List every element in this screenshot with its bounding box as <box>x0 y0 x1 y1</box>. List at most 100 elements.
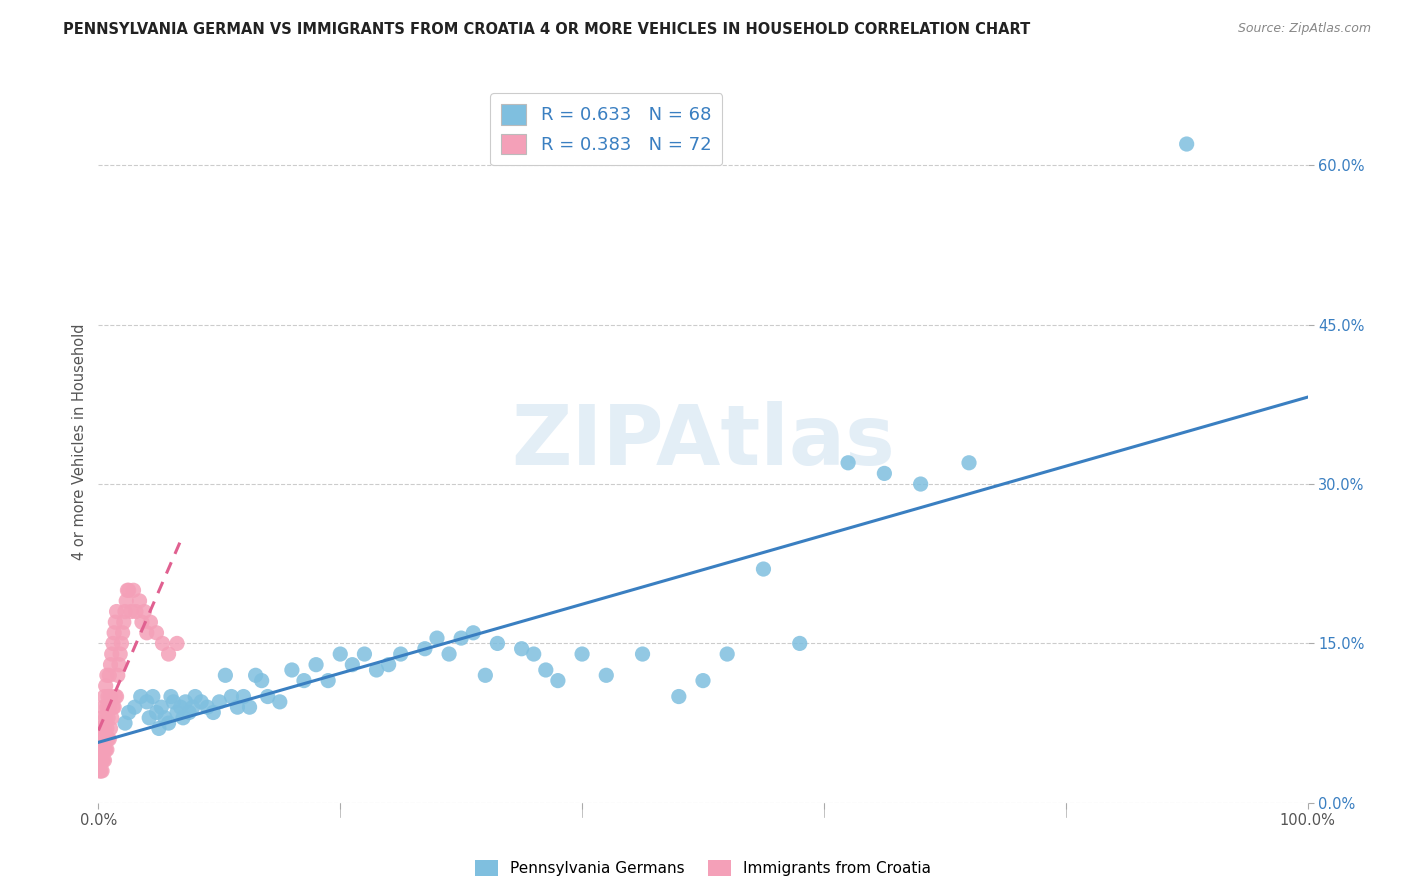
Point <box>145 706 167 720</box>
Point <box>134 605 156 619</box>
Point <box>101 700 124 714</box>
Point <box>118 583 141 598</box>
Point <box>135 625 157 640</box>
Point <box>91 732 114 747</box>
Text: Source: ZipAtlas.com: Source: ZipAtlas.com <box>1237 22 1371 36</box>
Point <box>89 764 111 778</box>
Point <box>450 631 472 645</box>
Point <box>250 673 273 688</box>
Point <box>148 722 170 736</box>
Point <box>104 615 127 630</box>
Point <box>97 732 120 747</box>
Point <box>150 700 173 714</box>
Legend: Pennsylvania Germans, Immigrants from Croatia: Pennsylvania Germans, Immigrants from Cr… <box>470 854 936 882</box>
Point <box>166 636 188 650</box>
Point <box>692 673 714 688</box>
Point <box>108 647 131 661</box>
Point <box>105 605 128 619</box>
Point <box>166 706 188 720</box>
Point <box>162 695 184 709</box>
Point <box>523 647 546 661</box>
Text: ZIPAtlas: ZIPAtlas <box>510 401 896 482</box>
Point <box>716 647 738 661</box>
Point <box>98 700 121 714</box>
Point <box>179 706 201 720</box>
Point <box>118 706 141 720</box>
Point <box>93 722 115 736</box>
Point <box>117 583 139 598</box>
Point <box>142 690 165 704</box>
Point <box>96 668 118 682</box>
Point <box>94 711 117 725</box>
Point <box>138 711 160 725</box>
Point <box>174 695 197 709</box>
Point <box>93 732 115 747</box>
Point <box>413 641 436 656</box>
Point <box>292 673 315 688</box>
Point <box>595 668 617 682</box>
Point <box>97 690 120 704</box>
Y-axis label: 4 or more Vehicles in Household: 4 or more Vehicles in Household <box>72 323 87 560</box>
Point <box>90 764 112 778</box>
Point <box>129 690 152 704</box>
Point <box>93 753 115 767</box>
Point <box>631 647 654 661</box>
Point <box>90 753 112 767</box>
Point <box>221 690 243 704</box>
Point <box>125 605 148 619</box>
Point <box>281 663 304 677</box>
Point <box>128 594 150 608</box>
Point <box>463 625 485 640</box>
Point <box>534 663 557 677</box>
Point <box>91 742 114 756</box>
Point <box>426 631 449 645</box>
Point <box>124 700 146 714</box>
Point <box>90 742 112 756</box>
Point <box>100 690 122 704</box>
Point <box>114 716 136 731</box>
Point <box>91 764 114 778</box>
Point <box>214 668 236 682</box>
Point <box>112 615 135 630</box>
Point <box>122 583 145 598</box>
Point <box>100 722 122 736</box>
Point <box>160 690 183 704</box>
Point <box>105 690 128 704</box>
Point <box>510 641 533 656</box>
Point <box>110 636 132 650</box>
Point <box>353 647 375 661</box>
Point <box>377 657 399 672</box>
Point <box>571 647 593 661</box>
Point <box>152 636 174 650</box>
Point <box>232 690 254 704</box>
Point <box>752 562 775 576</box>
Point <box>184 690 207 704</box>
Point <box>208 695 231 709</box>
Point <box>89 732 111 747</box>
Point <box>169 700 191 714</box>
Point <box>100 711 122 725</box>
Point <box>96 722 118 736</box>
Point <box>239 700 262 714</box>
Point <box>96 700 118 714</box>
Point <box>202 706 225 720</box>
Point <box>789 636 811 650</box>
Point <box>90 732 112 747</box>
Point <box>103 700 125 714</box>
Point <box>98 668 121 682</box>
Point <box>486 636 509 650</box>
Point <box>329 647 352 661</box>
Point <box>101 636 124 650</box>
Point <box>437 647 460 661</box>
Point <box>172 711 194 725</box>
Point <box>91 742 114 756</box>
Point <box>226 700 249 714</box>
Point <box>91 722 114 736</box>
Point <box>93 690 115 704</box>
Point <box>910 477 932 491</box>
Point <box>837 456 859 470</box>
Point <box>195 700 218 714</box>
Point <box>668 690 690 704</box>
Point <box>153 711 176 725</box>
Point <box>157 647 180 661</box>
